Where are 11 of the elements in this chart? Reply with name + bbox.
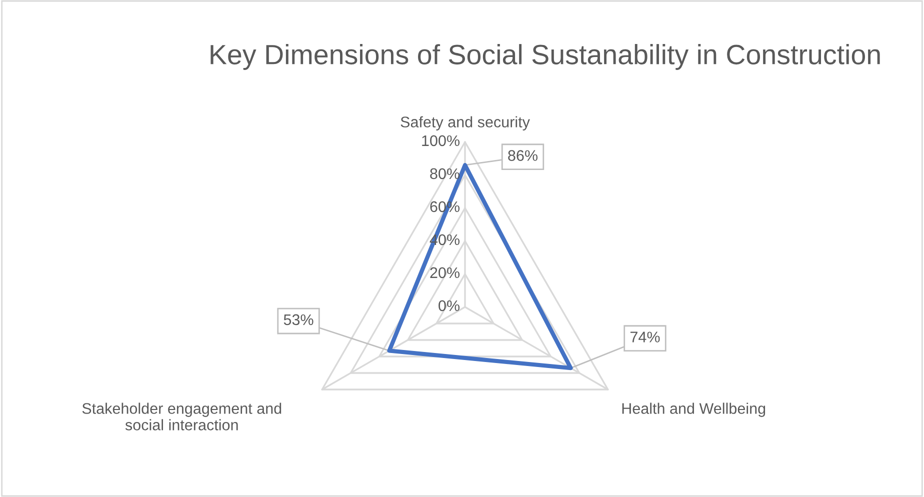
- y-tick-label: 0%: [438, 300, 460, 312]
- spoke-label: Health and Wellbeing: [622, 402, 766, 417]
- y-tick-label: 100%: [422, 135, 460, 146]
- spoke-label: Stakeholder engagement and social interaction: [82, 402, 282, 430]
- chart-title: Key Dimensions of Social Sustanability in Construction: [210, 44, 880, 70]
- spoke-label: Safety and security: [400, 116, 530, 130]
- y-tick-label: 20%: [430, 267, 460, 278]
- data-label: 74%: [630, 332, 660, 342]
- data-label: 86%: [508, 150, 538, 161]
- y-tick-label: 80%: [430, 168, 460, 180]
- data-label: 53%: [284, 314, 314, 326]
